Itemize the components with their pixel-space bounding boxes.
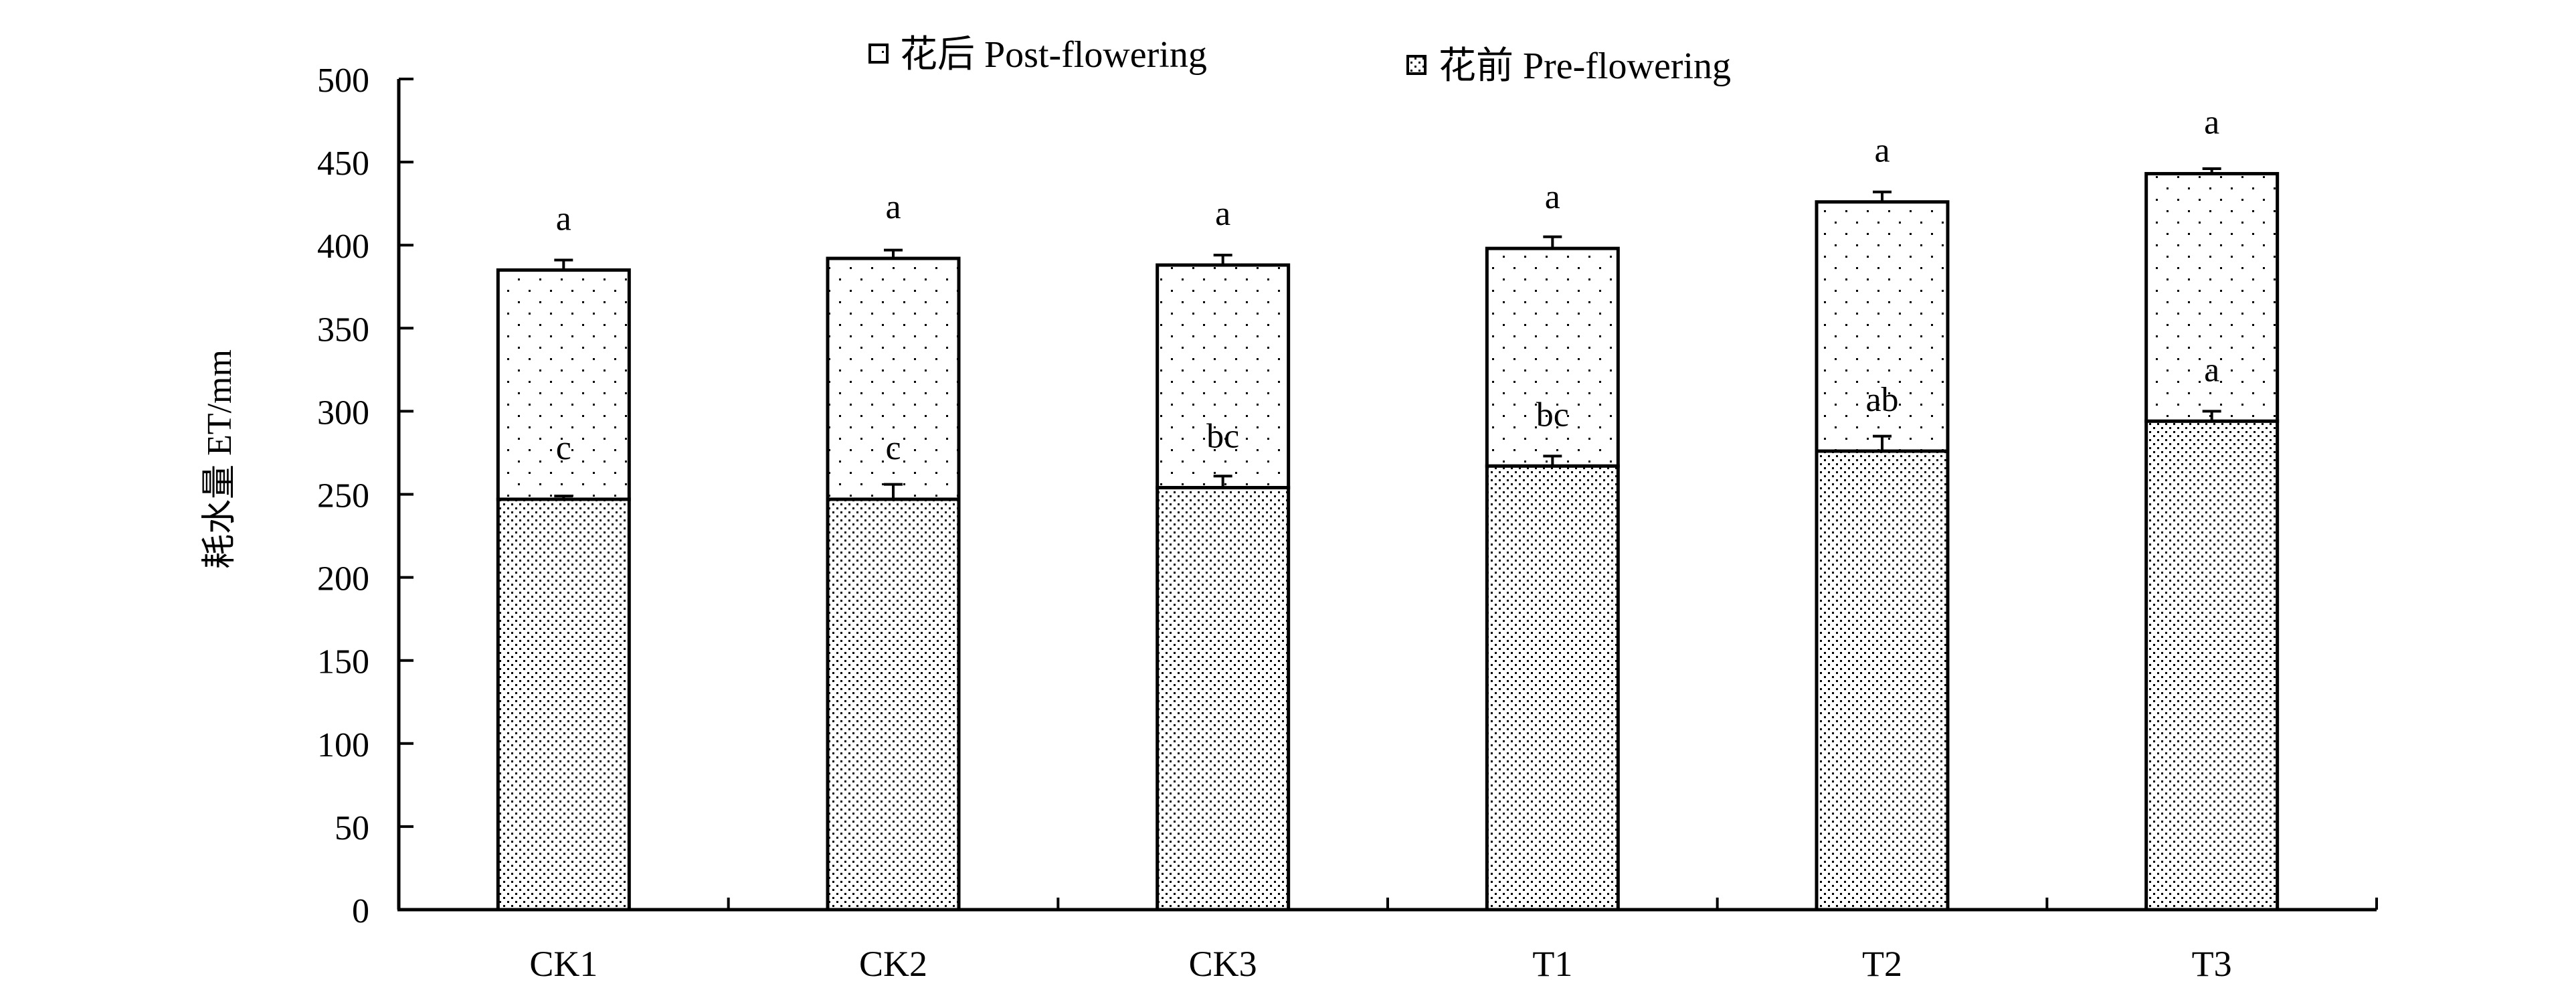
x-axis-ticks: CK1 CK2 CK3 T1 T2 T3 <box>397 898 2378 984</box>
y-tick-label: 300 <box>317 394 369 432</box>
legend-label-post-flowering: 花后 Post-flowering <box>900 34 1207 76</box>
y-tick-label: 200 <box>317 560 369 598</box>
bar-pre-flowering-CK3 <box>1156 486 1291 912</box>
significance-label-post-flowering: a <box>1215 195 1230 233</box>
significance-label-post-flowering: a <box>2204 103 2219 141</box>
y-axis-label: 耗水量 ET/mm <box>201 349 239 569</box>
significance-label-pre-flowering: ab <box>1865 381 1898 419</box>
significance-label-pre-flowering: c <box>885 429 901 467</box>
significance-label-pre-flowering: bc <box>1206 418 1239 456</box>
bar-pre-flowering-CK2 <box>826 497 961 912</box>
legend: 花后 Post-flowering 花前 Pre-flowering <box>868 34 1731 87</box>
y-tick-label: 50 <box>335 809 369 847</box>
bar-post-flowering-T2 <box>1815 200 1950 453</box>
x-tick-label: CK3 <box>1189 944 1257 984</box>
legend-swatch-post-flowering <box>868 44 889 64</box>
x-tick-label: T2 <box>1862 944 1902 984</box>
x-tick-label: CK1 <box>529 944 597 984</box>
y-tick-label: 350 <box>317 311 369 349</box>
significance-label-pre-flowering: bc <box>1536 396 1569 434</box>
x-tick-label: CK2 <box>859 944 927 984</box>
legend-item-post-flowering: 花后 Post-flowering <box>868 34 1207 76</box>
bar-pre-flowering-T2 <box>1815 449 1950 912</box>
y-tick-label: 150 <box>317 643 369 681</box>
bar-post-flowering-CK1 <box>496 268 631 501</box>
bar-post-flowering-T3 <box>2144 171 2280 423</box>
bar-pre-flowering-T3 <box>2144 419 2280 912</box>
y-tick-label: 100 <box>317 726 369 764</box>
bar-pre-flowering-CK1 <box>496 497 631 912</box>
legend-swatch-pre-flowering <box>1406 55 1427 75</box>
legend-label-pre-flowering: 花前 Pre-flowering <box>1439 46 1731 87</box>
x-tick-label: T3 <box>2192 944 2232 984</box>
significance-label-post-flowering: a <box>556 199 571 238</box>
y-tick-label: 0 <box>352 892 369 930</box>
y-axis-ticks: 0 50 100 150 200 250 300 350 400 450 500 <box>317 62 413 930</box>
bars: c a c a bc a bc a ab a a a <box>496 103 2280 912</box>
bar-post-flowering-CK2 <box>826 256 961 501</box>
y-tick-label: 250 <box>317 477 369 515</box>
y-tick-label: 450 <box>317 145 369 183</box>
significance-label-pre-flowering: c <box>556 429 571 467</box>
significance-label-pre-flowering: a <box>2204 351 2219 389</box>
y-tick-label: 500 <box>317 62 369 100</box>
x-tick-label: T1 <box>1532 944 1572 984</box>
legend-item-pre-flowering: 花前 Pre-flowering <box>1406 46 1731 87</box>
significance-label-post-flowering: a <box>885 188 901 226</box>
y-tick-label: 400 <box>317 228 369 266</box>
significance-label-post-flowering: a <box>1874 132 1890 170</box>
bar-post-flowering-CK3 <box>1156 263 1291 490</box>
bar-post-flowering-T1 <box>1485 246 1620 468</box>
significance-label-post-flowering: a <box>1545 178 1560 216</box>
bar-pre-flowering-T1 <box>1485 464 1620 912</box>
